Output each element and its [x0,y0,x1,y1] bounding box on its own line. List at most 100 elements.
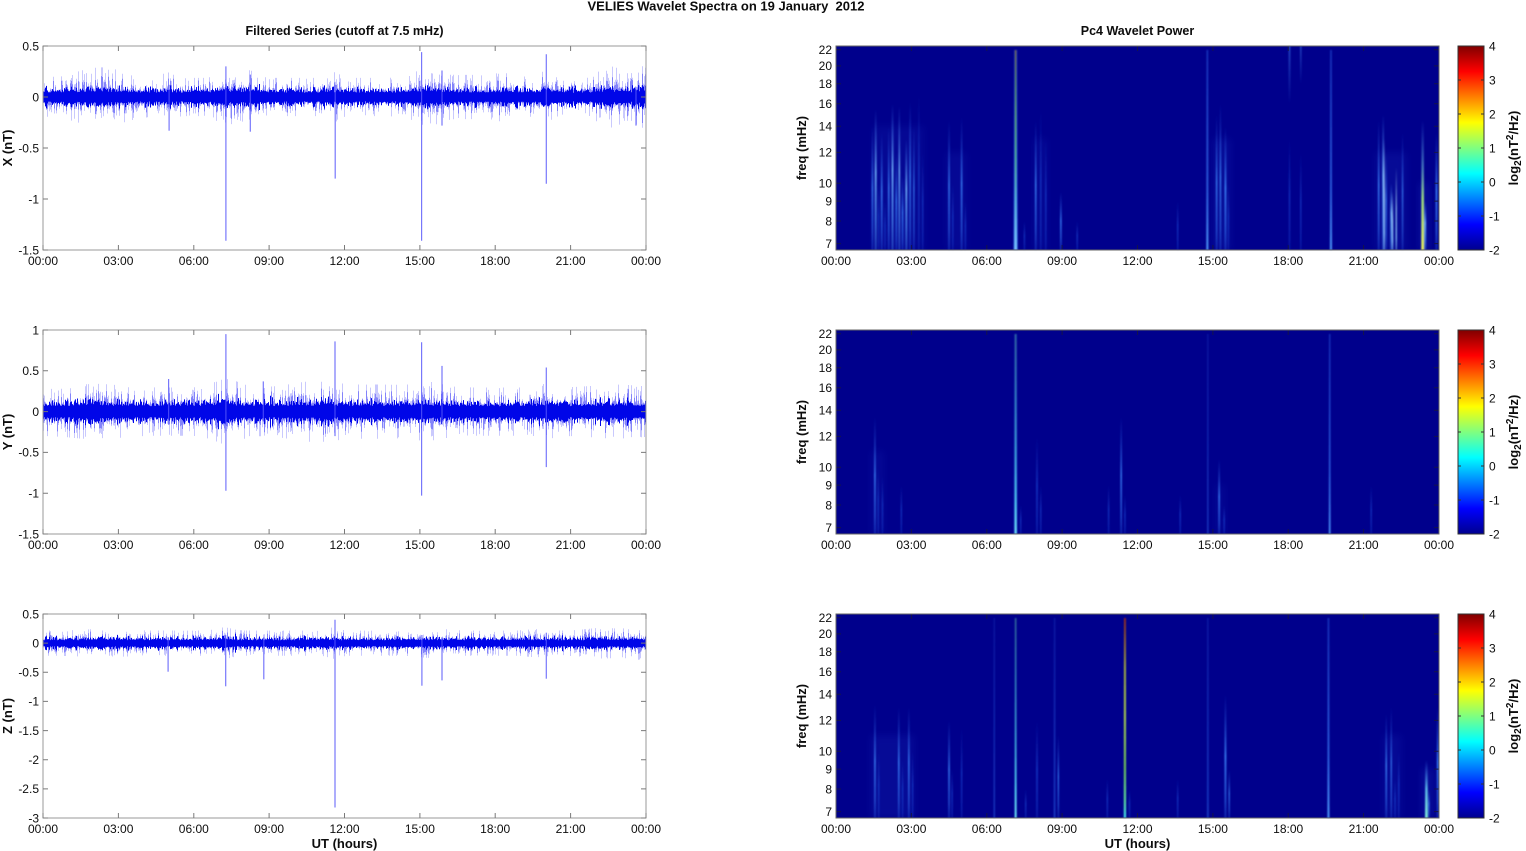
svg-text:X (nT): X (nT) [0,130,15,167]
svg-text:18:00: 18:00 [480,538,510,552]
svg-text:15:00: 15:00 [1198,822,1228,836]
svg-text:1: 1 [1489,709,1496,723]
svg-text:18:00: 18:00 [1273,822,1303,836]
svg-text:0: 0 [32,90,39,104]
svg-text:7: 7 [825,805,832,819]
svg-text:0.5: 0.5 [22,364,39,378]
svg-text:-0.5: -0.5 [18,446,39,460]
svg-text:0: 0 [32,405,39,419]
svg-text:UT (hours): UT (hours) [1105,836,1171,851]
svg-text:22: 22 [819,327,833,341]
svg-text:12:00: 12:00 [1122,538,1152,552]
svg-text:06:00: 06:00 [972,254,1002,268]
svg-text:3: 3 [1489,641,1496,655]
svg-text:00:00: 00:00 [821,822,851,836]
svg-text:20: 20 [819,59,833,73]
svg-text:12:00: 12:00 [329,538,359,552]
svg-text:-1: -1 [1489,777,1500,791]
svg-text:0: 0 [32,636,39,650]
svg-text:09:00: 09:00 [254,254,284,268]
svg-text:18:00: 18:00 [480,254,510,268]
svg-text:3: 3 [1489,357,1496,371]
svg-text:22: 22 [819,611,833,625]
svg-text:7: 7 [825,521,832,535]
svg-text:22: 22 [819,43,833,57]
svg-text:4: 4 [1489,323,1496,337]
svg-text:-1: -1 [1489,493,1500,507]
svg-text:7: 7 [825,237,832,251]
svg-text:06:00: 06:00 [972,822,1002,836]
svg-text:10: 10 [819,177,833,191]
svg-text:log2(nT2/Hz): log2(nT2/Hz) [1505,111,1524,186]
svg-text:0: 0 [1489,459,1496,473]
svg-text:00:00: 00:00 [28,538,58,552]
svg-text:Y (nT): Y (nT) [0,414,15,451]
svg-text:12:00: 12:00 [329,254,359,268]
svg-text:8: 8 [825,498,832,512]
svg-text:-2: -2 [1489,527,1500,541]
svg-text:VELIES Wavelet Spectra on 19 J: VELIES Wavelet Spectra on 19 January 201… [588,0,865,14]
svg-text:-3: -3 [28,811,39,825]
svg-text:0: 0 [1489,175,1496,189]
svg-text:06:00: 06:00 [972,538,1002,552]
svg-text:14: 14 [819,688,833,702]
svg-text:16: 16 [819,97,833,111]
svg-text:03:00: 03:00 [896,538,926,552]
svg-text:-1: -1 [28,487,39,501]
svg-text:0: 0 [1489,743,1496,757]
svg-text:00:00: 00:00 [821,538,851,552]
svg-text:00:00: 00:00 [1424,254,1454,268]
svg-text:-2: -2 [1489,811,1500,825]
svg-text:-1: -1 [28,695,39,709]
svg-text:-1: -1 [28,192,39,206]
svg-text:20: 20 [819,627,833,641]
svg-text:21:00: 21:00 [556,822,586,836]
svg-text:-2.5: -2.5 [18,782,39,796]
svg-text:00:00: 00:00 [1424,538,1454,552]
svg-text:1: 1 [1489,425,1496,439]
svg-text:log2(nT2/Hz): log2(nT2/Hz) [1505,395,1524,470]
svg-text:14: 14 [819,404,833,418]
svg-text:06:00: 06:00 [179,254,209,268]
svg-text:10: 10 [819,461,833,475]
svg-text:18:00: 18:00 [1273,254,1303,268]
svg-text:UT (hours): UT (hours) [312,836,378,851]
svg-text:12: 12 [819,714,833,728]
svg-text:00:00: 00:00 [631,254,661,268]
svg-text:15:00: 15:00 [1198,254,1228,268]
svg-text:15:00: 15:00 [1198,538,1228,552]
svg-text:4: 4 [1489,39,1496,53]
svg-text:21:00: 21:00 [556,538,586,552]
svg-text:16: 16 [819,665,833,679]
svg-text:18:00: 18:00 [1273,538,1303,552]
svg-text:18: 18 [819,361,833,375]
svg-text:9: 9 [825,478,832,492]
svg-text:06:00: 06:00 [179,538,209,552]
svg-text:16: 16 [819,381,833,395]
svg-text:20: 20 [819,343,833,357]
svg-text:06:00: 06:00 [179,822,209,836]
svg-text:03:00: 03:00 [103,822,133,836]
svg-text:00:00: 00:00 [28,254,58,268]
svg-text:-1.5: -1.5 [18,527,39,541]
svg-text:00:00: 00:00 [28,822,58,836]
svg-text:freq (mHz): freq (mHz) [794,116,809,180]
svg-text:12:00: 12:00 [1122,822,1152,836]
svg-text:12:00: 12:00 [329,822,359,836]
svg-text:10: 10 [819,745,833,759]
svg-text:03:00: 03:00 [896,822,926,836]
svg-text:15:00: 15:00 [405,538,435,552]
svg-text:09:00: 09:00 [254,538,284,552]
svg-text:3: 3 [1489,73,1496,87]
svg-text:-2: -2 [1489,243,1500,257]
svg-text:14: 14 [819,120,833,134]
svg-text:1: 1 [32,323,39,337]
svg-text:-2: -2 [28,753,39,767]
svg-text:2: 2 [1489,107,1496,121]
svg-text:freq (mHz): freq (mHz) [794,684,809,748]
svg-text:15:00: 15:00 [405,822,435,836]
svg-text:-1.5: -1.5 [18,724,39,738]
svg-text:12:00: 12:00 [1122,254,1152,268]
svg-text:09:00: 09:00 [1047,822,1077,836]
svg-text:12: 12 [819,430,833,444]
